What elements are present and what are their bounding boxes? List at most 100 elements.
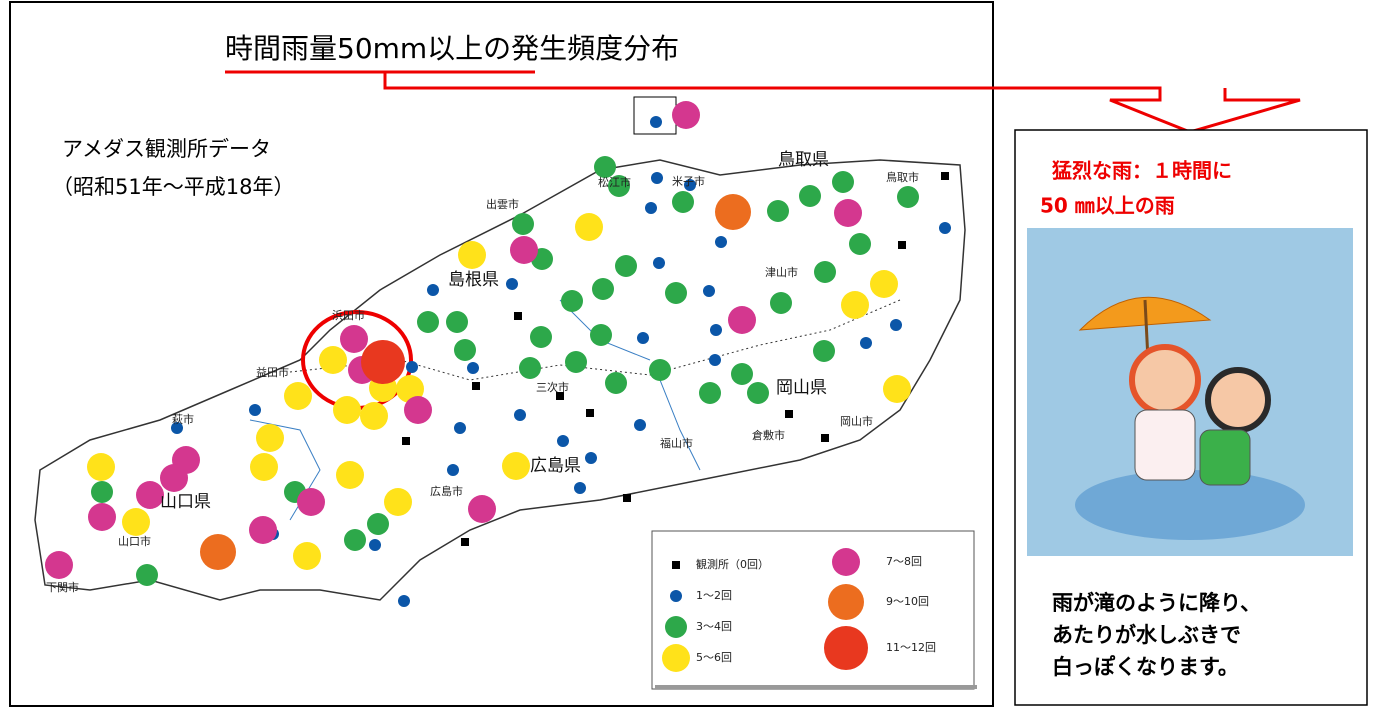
city-label: 鳥取市 bbox=[886, 170, 919, 184]
legend-label: 5～6回 bbox=[696, 651, 732, 664]
inset bbox=[633, 96, 677, 135]
station-dot bbox=[361, 340, 405, 384]
period: （昭和51年～平成18年） bbox=[52, 175, 294, 199]
station-dot bbox=[447, 464, 459, 476]
station-dot bbox=[703, 285, 715, 297]
city-label: 福山市 bbox=[660, 436, 693, 450]
legend-shadow bbox=[655, 685, 977, 689]
station-dot bbox=[594, 156, 616, 178]
title: 時間雨量50mm以上の発生頻度分布 bbox=[225, 32, 679, 65]
station-dot bbox=[454, 339, 476, 361]
city-label: 倉敷市 bbox=[752, 428, 785, 442]
city-label: 岡山市 bbox=[840, 414, 873, 428]
station-dot bbox=[832, 171, 854, 193]
pref-label: 鳥取県 bbox=[778, 150, 829, 170]
city-label: 下関市 bbox=[46, 580, 79, 594]
station-square bbox=[821, 434, 829, 442]
station-dot bbox=[333, 396, 361, 424]
legend-label: 11～12回 bbox=[886, 641, 936, 654]
station-dot bbox=[828, 584, 864, 620]
station-dot bbox=[250, 453, 278, 481]
station-dot bbox=[699, 382, 721, 404]
station-dot bbox=[890, 319, 902, 331]
station-dot bbox=[384, 488, 412, 516]
boy-head bbox=[1205, 367, 1271, 433]
legend-label: 7～8回 bbox=[886, 555, 922, 568]
station-dot bbox=[897, 186, 919, 208]
station-square bbox=[898, 241, 906, 249]
station-dot bbox=[467, 362, 479, 374]
station-dot bbox=[319, 346, 347, 374]
legend-label: 観測所（0回） bbox=[696, 557, 769, 571]
station-dot bbox=[710, 324, 722, 336]
station-dot bbox=[799, 185, 821, 207]
station-dot bbox=[883, 375, 911, 403]
station-dot bbox=[249, 404, 261, 416]
city-label: 山口市 bbox=[118, 534, 151, 548]
puddle bbox=[1075, 470, 1305, 540]
station-dot bbox=[502, 452, 530, 480]
description: 白っぽくなります。 bbox=[1052, 655, 1239, 679]
station-dot bbox=[939, 222, 951, 234]
station-dot bbox=[649, 359, 671, 381]
station-dot bbox=[561, 290, 583, 312]
station-dot bbox=[427, 284, 439, 296]
pref-label: 岡山県 bbox=[776, 378, 827, 398]
station-dot bbox=[417, 311, 439, 333]
source: アメダス観測所データ bbox=[62, 137, 271, 161]
legend-label: 3～4回 bbox=[696, 620, 732, 633]
map-frame bbox=[9, 1, 994, 707]
station-dot bbox=[747, 382, 769, 404]
station-dot bbox=[832, 548, 860, 576]
city-label: 松江市 bbox=[598, 175, 631, 189]
station-dot bbox=[369, 539, 381, 551]
station-dot bbox=[367, 513, 389, 535]
station-dot bbox=[770, 292, 792, 314]
panel-heading: 猛烈な雨：１時間に bbox=[1051, 159, 1232, 183]
station-dot bbox=[824, 626, 868, 670]
station-dot bbox=[519, 357, 541, 379]
station-dot bbox=[653, 257, 665, 269]
station-dot bbox=[136, 481, 164, 509]
station-dot bbox=[160, 464, 188, 492]
station-dot bbox=[557, 435, 569, 447]
station-dot bbox=[454, 422, 466, 434]
station-dot bbox=[512, 213, 534, 235]
description: 雨が滝のように降り、 bbox=[1052, 591, 1261, 615]
station-dot bbox=[249, 516, 277, 544]
station-dot bbox=[870, 270, 898, 298]
station-dot bbox=[814, 261, 836, 283]
station-square bbox=[623, 494, 631, 502]
station-dot bbox=[45, 551, 73, 579]
city-label: 益田市 bbox=[256, 365, 289, 379]
station-dot bbox=[91, 481, 113, 503]
station-dot bbox=[590, 324, 612, 346]
station-square bbox=[556, 392, 564, 400]
station-dot bbox=[87, 453, 115, 481]
girl-head bbox=[1129, 344, 1201, 416]
station-square bbox=[461, 538, 469, 546]
station-dot bbox=[468, 495, 496, 523]
station-dot bbox=[731, 363, 753, 385]
station-dot bbox=[136, 564, 158, 586]
station-dot bbox=[841, 291, 869, 319]
station-dot bbox=[608, 175, 630, 197]
station-dot bbox=[849, 233, 871, 255]
arrow bbox=[383, 72, 1301, 134]
station-dot bbox=[360, 402, 388, 430]
station-dot bbox=[297, 488, 325, 516]
city-label: 三次市 bbox=[536, 380, 569, 394]
city-label: 広島市 bbox=[430, 484, 463, 498]
station-dot bbox=[670, 590, 682, 602]
station-dot bbox=[398, 595, 410, 607]
station-dot bbox=[665, 616, 687, 638]
station-dot bbox=[530, 326, 552, 348]
station-dot bbox=[592, 278, 614, 300]
station-dot bbox=[645, 202, 657, 214]
station-dot bbox=[565, 351, 587, 373]
station-dot bbox=[650, 116, 662, 128]
station-square bbox=[785, 410, 793, 418]
station-dot bbox=[256, 424, 284, 452]
girl-body bbox=[1134, 409, 1196, 481]
